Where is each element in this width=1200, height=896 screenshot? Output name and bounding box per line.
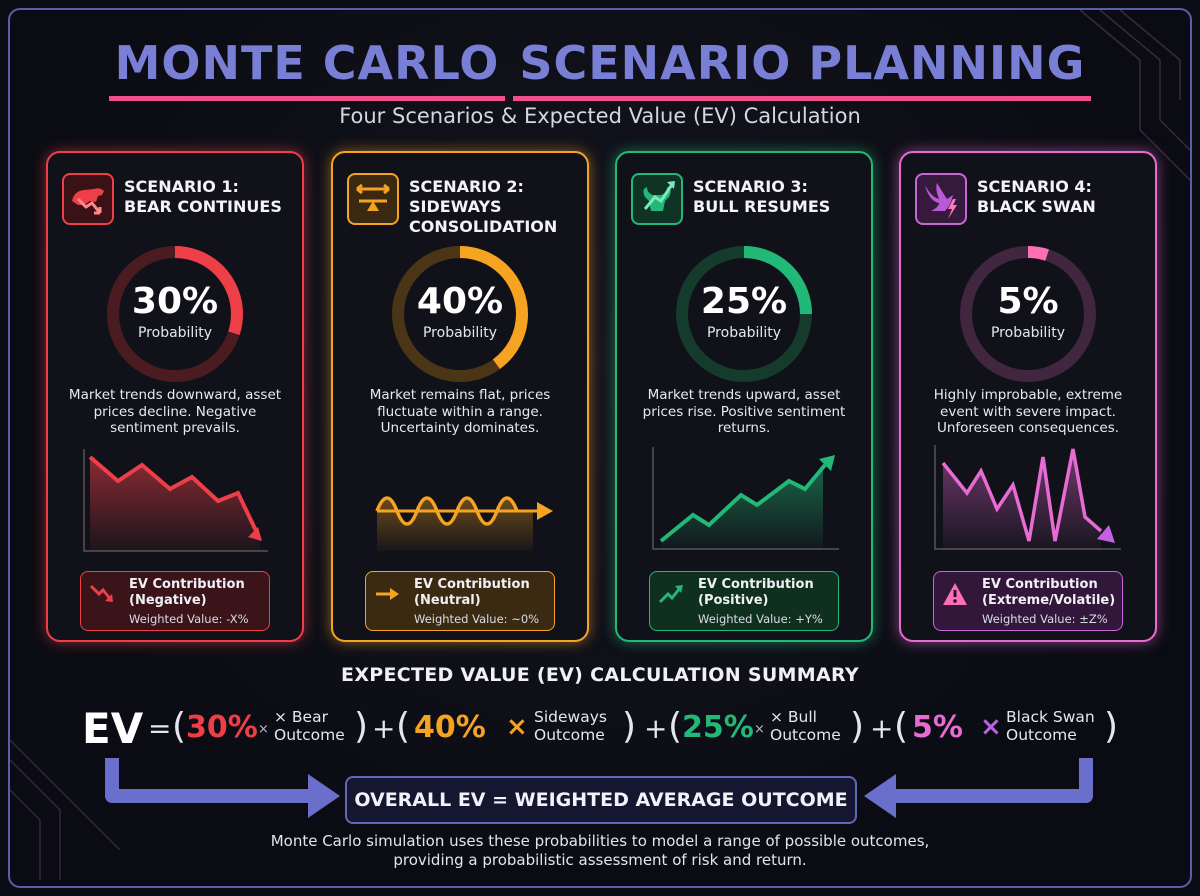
formula-open-paren: (: [172, 706, 187, 747]
scenario-card-bull: SCENARIO 3: BULL RESUMES 25% Probability…: [615, 151, 873, 642]
page-subtitle: Four Scenarios & Expected Value (EV) Cal…: [339, 104, 861, 128]
formula-close-paren: ): [622, 706, 637, 747]
formula-close-paren: ): [354, 706, 369, 747]
arrow-right-icon: [376, 588, 399, 600]
formula-percent-black-swan: 5%: [912, 710, 963, 745]
formula-bear-outcome: × Bear Outcome: [274, 708, 345, 744]
formula-percent-bear: 30%: [186, 710, 258, 745]
formula-percent-bull: 25%: [682, 710, 754, 745]
formula-ev: EV: [82, 704, 144, 753]
ev-contribution-box: EV Contribution (Positive) Weighted Valu…: [649, 571, 839, 631]
probability-label: Probability: [706, 325, 781, 341]
probability-ring: 25% Probability: [669, 239, 819, 389]
corner-decoration-icon: [10, 740, 120, 880]
formula-close-paren: ): [850, 706, 865, 747]
formula-times: ×: [258, 722, 269, 737]
ev-contribution-title: EV Contribution (Negative): [129, 577, 245, 608]
ev-contribution-title: EV Contribution (Extreme/Volatile): [982, 577, 1116, 608]
ev-formula: EV = ( 30% × × Bear Outcome ) + ( 40% × S…: [0, 702, 1200, 758]
ev-contribution-title: EV Contribution (Neutral): [414, 577, 530, 608]
probability-ring: 30% Probability: [100, 239, 250, 389]
bear-icon: [62, 173, 114, 225]
formula-plus: +: [372, 712, 396, 745]
formula-plus: +: [870, 712, 894, 745]
probability-label: Probability: [990, 325, 1065, 341]
scenario-heading: SCENARIO 4: BLACK SWAN: [977, 177, 1096, 216]
formula-open-paren: (: [894, 706, 909, 747]
formula-open-paren: (: [396, 706, 411, 747]
ev-contribution-box: EV Contribution (Extreme/Volatile) Weigh…: [933, 571, 1123, 631]
title-part-2: SCENARIO PLANNING: [513, 36, 1092, 101]
probability-label: Probability: [422, 325, 497, 341]
right-connector-arrow-icon: [864, 758, 1093, 818]
ev-contribution-box: EV Contribution (Negative) Weighted Valu…: [80, 571, 270, 631]
warning-icon: [943, 583, 967, 605]
summary-title: EXPECTED VALUE (EV) CALCULATION SUMMARY: [341, 664, 859, 686]
trend-up-icon: [658, 585, 683, 604]
ev-contribution-title: EV Contribution (Positive): [698, 577, 814, 608]
probability-percent: 40%: [416, 281, 504, 322]
scenario-heading: SCENARIO 2: SIDEWAYS CONSOLIDATION: [409, 177, 558, 236]
bull-trend-chart: [652, 447, 839, 550]
formula-times: ×: [506, 712, 528, 742]
scenario-description: Highly improbable, extreme event with se…: [933, 387, 1123, 436]
ev-weighted-value: Weighted Value: +Y%: [698, 612, 823, 626]
footer-note: Monte Carlo simulation uses these probab…: [270, 832, 930, 869]
probability-ring: 5% Probability: [953, 239, 1103, 389]
scenario-card-bear: SCENARIO 1: BEAR CONTINUES 30% Probabili…: [46, 151, 304, 642]
formula-times: ×: [980, 712, 1002, 742]
bear-trend-chart: [83, 449, 268, 552]
black-swan-icon: [915, 173, 967, 225]
formula-black-swan-outcome: Black Swan Outcome: [1006, 708, 1095, 744]
scenario-heading: SCENARIO 1: BEAR CONTINUES: [124, 177, 282, 216]
corner-decoration-icon: [1080, 10, 1190, 181]
formula-percent-sideways: 40%: [414, 710, 486, 745]
formula-equals: =: [148, 712, 172, 745]
scenario-card-black-swan: SCENARIO 4: BLACK SWAN 5% Probability Hi…: [899, 151, 1157, 642]
scenario-description: Market trends downward, asset prices dec…: [68, 387, 282, 436]
probability-percent: 30%: [131, 281, 219, 322]
formula-sideways-outcome: Sideways Outcome: [534, 708, 607, 744]
probability-label: Probability: [137, 325, 212, 341]
black-swan-volatility-chart: [934, 445, 1121, 550]
scenario-description: Market remains flat, prices fluctuate wi…: [369, 387, 551, 436]
formula-close-paren: ): [1104, 706, 1119, 747]
scenario-description: Market trends upward, asset prices rise.…: [642, 387, 846, 436]
bull-icon: [631, 173, 683, 225]
trend-down-icon: [89, 584, 113, 602]
sideways-trend-chart: [375, 496, 553, 551]
probability-ring: 40% Probability: [385, 239, 535, 389]
ev-contribution-box: EV Contribution (Neutral) Weighted Value…: [365, 571, 555, 631]
formula-plus: +: [644, 712, 668, 745]
ev-weighted-value: Weighted Value: -X%: [129, 612, 249, 626]
scenario-heading: SCENARIO 3: BULL RESUMES: [693, 177, 831, 216]
formula-times: ×: [754, 722, 765, 737]
formula-bull-outcome: × Bull Outcome: [770, 708, 841, 744]
title-part-1: MONTE CARLO: [108, 36, 506, 101]
left-connector-arrow-icon: [105, 758, 340, 818]
overall-ev-box: OVERALL EV = WEIGHTED AVERAGE OUTCOME: [345, 776, 857, 824]
scale-arrows-icon: [347, 173, 399, 225]
ev-weighted-value: Weighted Value: ~0%: [414, 612, 540, 626]
page-title: MONTE CARLO SCENARIO PLANNING: [0, 36, 1200, 101]
probability-percent: 5%: [997, 281, 1059, 322]
formula-open-paren: (: [668, 706, 683, 747]
probability-percent: 25%: [700, 281, 788, 322]
ev-weighted-value: Weighted Value: ±Z%: [982, 612, 1108, 626]
scenario-card-sideways: SCENARIO 2: SIDEWAYS CONSOLIDATION 40% P…: [331, 151, 589, 642]
